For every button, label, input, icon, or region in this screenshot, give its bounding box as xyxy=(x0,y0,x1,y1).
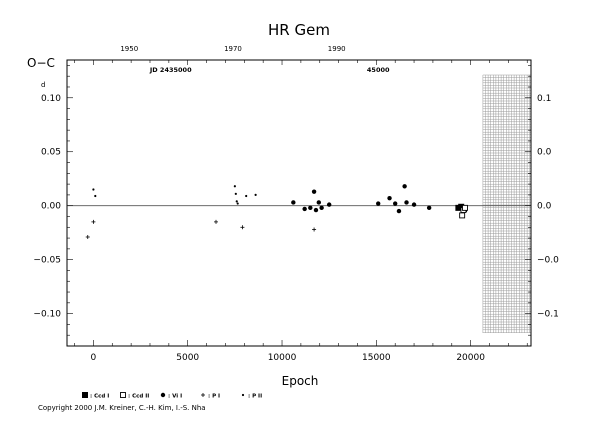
legend-label: : P II xyxy=(248,394,262,400)
data-point-filled-circle xyxy=(404,200,409,205)
legend-marker-plus xyxy=(201,393,205,397)
copyright-notice: Copyright 2000 J.M. Kreiner, C.-H. Kim, … xyxy=(38,404,206,412)
y-axis-unit: d xyxy=(41,81,45,89)
data-point-plus xyxy=(214,219,219,224)
x-axis-label: Epoch xyxy=(282,374,319,388)
right-tick-label: −0.0 xyxy=(537,256,559,266)
data-point-dot xyxy=(254,193,257,197)
data-point-filled-circle xyxy=(308,205,313,211)
shaded-region-hatch xyxy=(482,74,531,333)
data-point-dot xyxy=(236,202,239,205)
data-point-filled-circle xyxy=(311,189,317,194)
data-points xyxy=(85,184,468,239)
right-tick-label: −0.1 xyxy=(537,310,559,320)
x-tick-label: 20000 xyxy=(456,353,485,363)
data-point-open-square xyxy=(459,212,466,219)
data-point-plus xyxy=(312,227,317,232)
legend: : Ccd I : Ccd II : Vi I : P I : P II xyxy=(82,392,262,400)
shaded-region-bg xyxy=(482,75,531,333)
data-point-filled-circle xyxy=(291,200,296,205)
data-point-filled-circle xyxy=(313,207,319,213)
data-point-filled-circle xyxy=(411,202,417,207)
y-tick-label: 0.00 xyxy=(41,202,61,212)
x-tick-label: 0 xyxy=(91,353,97,363)
data-point-filled-circle xyxy=(426,205,432,211)
legend-label: : Ccd I xyxy=(90,394,109,400)
right-tick-label: 0.1 xyxy=(537,94,551,104)
legend-marker-dot xyxy=(241,393,245,397)
shaded-region xyxy=(482,74,531,333)
legend-label: : P I xyxy=(208,394,220,400)
x-tick-label: 15000 xyxy=(362,353,391,363)
data-point-filled-circle xyxy=(402,184,407,189)
data-point-filled-circle xyxy=(387,195,392,201)
x-tick-label: 5000 xyxy=(176,353,199,363)
data-point-dot xyxy=(94,194,97,198)
legend-label: : Ccd II xyxy=(128,394,149,400)
data-point-dot xyxy=(233,185,236,188)
year-tick-label: 1970 xyxy=(224,45,242,53)
jd-label: JD 2435000 xyxy=(149,66,192,74)
data-point-dot xyxy=(235,200,238,203)
data-point-filled-circle xyxy=(316,200,322,205)
year-tick-label: 1990 xyxy=(328,45,346,53)
x-tick-label: 10000 xyxy=(268,353,297,363)
data-point-open-square xyxy=(462,204,468,211)
data-point-plus xyxy=(91,219,96,224)
right-tick-label: 0.0 xyxy=(537,148,552,158)
data-point-filled-circle xyxy=(319,205,324,211)
y-axis-label: O−C xyxy=(27,56,55,70)
axis-ticks: 0 5000 10000 15000 20000 0.10 0.05 0.00 −0.05 −0.… xyxy=(33,45,559,363)
legend-marker-filled-circle xyxy=(160,392,166,398)
chart-title: HR Gem xyxy=(268,21,330,39)
data-point-dot xyxy=(234,192,237,195)
data-point-dot xyxy=(245,194,248,198)
data-point-filled-circle xyxy=(376,201,381,206)
data-point-filled-circle xyxy=(326,202,332,207)
y-tick-label: −0.10 xyxy=(33,310,61,320)
jd-label: 45000 xyxy=(367,66,390,74)
data-point-plus xyxy=(240,225,245,230)
year-tick-label: 1950 xyxy=(120,45,138,53)
data-point-dot xyxy=(92,188,95,191)
data-point-filled-circle xyxy=(302,206,307,212)
plot-frame xyxy=(66,59,532,347)
y-tick-label: 0.10 xyxy=(41,94,61,104)
data-point-filled-circle xyxy=(392,201,398,206)
right-tick-label: 0.0 xyxy=(537,202,552,212)
y-tick-label: −0.05 xyxy=(33,256,61,266)
plot-border xyxy=(66,59,532,347)
legend-marker-open-square xyxy=(120,392,126,398)
legend-marker-filled-square xyxy=(82,392,88,398)
data-point-filled-circle xyxy=(396,208,402,214)
legend-label: : Vi I xyxy=(168,394,182,400)
y-tick-label: 0.05 xyxy=(41,148,61,158)
data-point-plus xyxy=(85,234,90,239)
